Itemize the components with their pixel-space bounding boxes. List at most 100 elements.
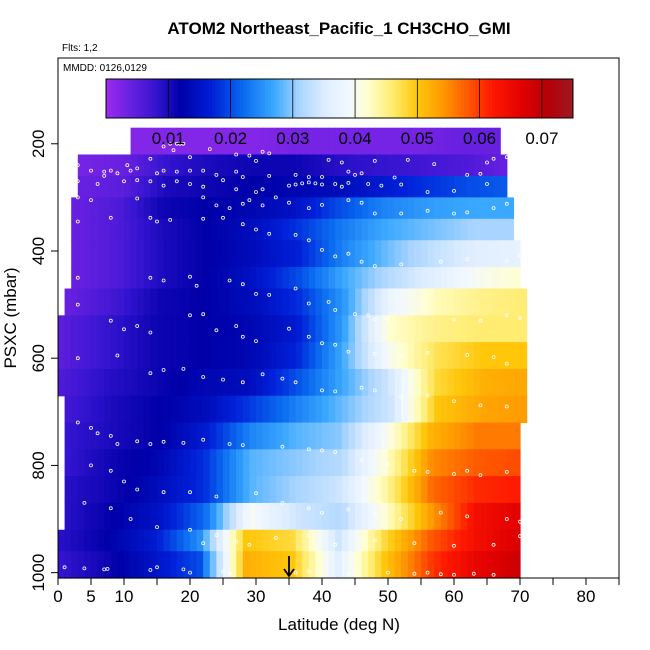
heatmap-cell [447,529,455,552]
heatmap-cell [104,476,112,504]
colorbar-segment [401,79,406,118]
observation-point [518,519,522,524]
heatmap-cell [315,395,323,424]
observation-point [366,182,371,186]
heatmap-cell [374,315,382,343]
heatmap-cell [282,218,290,241]
heatmap-cell [355,315,363,343]
heatmap-cell [176,422,184,450]
heatmap-cell [249,368,257,397]
heatmap-cell [91,529,99,552]
heatmap-cell [236,154,244,177]
heatmap-cell [262,395,270,424]
heatmap-cell [256,127,264,156]
observation-point [333,342,338,347]
heatmap-cell [124,197,132,220]
heatmap-cell [117,422,125,450]
heatmap-cell [137,175,145,198]
heatmap-cell [84,368,92,397]
heatmap-cell [275,197,283,220]
heatmap-cell [460,175,468,198]
heatmap-cell [275,551,283,579]
heatmap-cell [454,267,462,290]
colorbar-segment [143,79,147,118]
heatmap-cell [322,476,330,504]
heatmap-cell [124,551,132,579]
heatmap-cell [183,342,191,370]
observation-point [452,188,456,193]
observation-point [280,444,285,449]
heatmap-cell [401,476,409,504]
observation-point [75,275,80,280]
heatmap-cell [374,422,382,450]
heatmap-cell [275,529,283,552]
heatmap-cell [170,288,178,316]
heatmap-cell [216,267,224,290]
x-tick-label: 80 [577,587,596,606]
arrow-head [283,568,295,578]
heatmap-cell [315,154,323,177]
colorbar-segment [168,79,172,118]
colorbar-segment [146,79,151,118]
colorbar-segment [467,79,471,118]
observation-point [478,171,483,176]
heatmap-cell [506,476,514,504]
heatmap-cell [143,476,151,504]
heatmap-cell [480,449,488,477]
heatmap-cell [282,529,290,552]
colorbar-segment [165,79,169,118]
y-tick-label: 800 [29,451,48,479]
observation-point [125,163,130,168]
heatmap-cell [196,449,204,477]
heatmap-cell [196,240,204,268]
heatmap-cell [467,218,475,241]
heatmap-cell [407,197,415,220]
observation-point [353,172,357,177]
heatmap-cell [348,175,356,198]
heatmap-cell [104,395,112,424]
observation-point [181,141,186,146]
heatmap-cell [421,127,429,156]
heatmap-cell [295,422,303,450]
observation-point [425,350,430,355]
heatmap-cell [434,175,442,198]
heatmap-cell [348,476,356,504]
observation-point [372,512,377,517]
observation-point [260,149,265,154]
colorbar-tick-label: 0.03 [276,129,309,148]
heatmap-cell [163,267,171,290]
heatmap-cell [302,315,310,343]
heatmap-cell [256,368,264,397]
heatmap-cell [308,395,316,424]
heatmap-cell [381,288,389,316]
heatmap-cell [289,288,297,316]
heatmap-cell [130,288,138,316]
heatmap-cell [183,315,191,343]
heatmap-cell [407,218,415,241]
heatmap-cell [209,502,217,531]
colorbar-segment [498,79,502,118]
heatmap-cell [335,502,343,531]
heatmap-cell [434,529,442,552]
heatmap-cell [348,342,356,370]
heatmap-cell [434,502,442,531]
observation-point [188,570,192,575]
heatmap-cell [302,551,310,579]
heatmap-cell [229,422,237,450]
heatmap-cell [500,449,508,477]
heatmap-cell [414,154,422,177]
observation-point [293,570,298,575]
heatmap-cell [473,288,481,316]
heatmap-cell [190,551,198,579]
heatmap-cell [394,449,402,477]
heatmap-cell [335,240,343,268]
heatmap-cell [322,197,330,220]
observation-point [168,141,173,146]
heatmap-cell [209,154,217,177]
heatmap-cell [322,395,330,424]
heatmap-cell [242,368,250,397]
heatmap-cell [91,288,99,316]
heatmap-cell [467,175,475,198]
heatmap-cell [137,240,145,268]
heatmap-cell [236,551,244,579]
